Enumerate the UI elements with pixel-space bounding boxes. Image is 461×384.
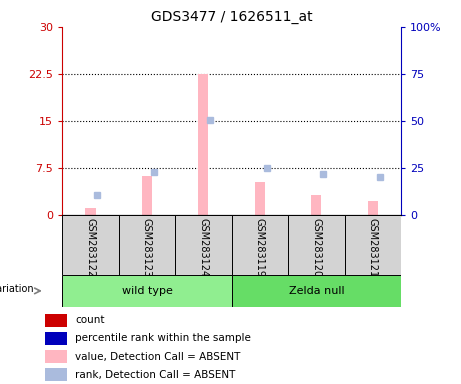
Text: count: count	[76, 315, 105, 325]
Text: wild type: wild type	[122, 286, 172, 296]
Text: GSM283124: GSM283124	[198, 218, 208, 277]
Bar	[45, 314, 67, 327]
Text: genotype/variation: genotype/variation	[0, 284, 34, 294]
Bar	[62, 275, 231, 307]
Bar	[198, 74, 208, 215]
Title: GDS3477 / 1626511_at: GDS3477 / 1626511_at	[151, 10, 313, 25]
Bar	[45, 350, 67, 363]
Bar	[311, 195, 321, 215]
Bar	[142, 176, 152, 215]
Text: GSM283120: GSM283120	[311, 218, 321, 277]
Text: GSM283119: GSM283119	[255, 218, 265, 277]
Text: rank, Detection Call = ABSENT: rank, Detection Call = ABSENT	[76, 370, 236, 380]
Bar	[45, 368, 67, 381]
Bar	[344, 215, 401, 275]
Bar	[231, 275, 401, 307]
Bar	[85, 207, 95, 215]
Text: percentile rank within the sample: percentile rank within the sample	[76, 333, 251, 343]
Bar	[45, 332, 67, 345]
Bar	[231, 215, 288, 275]
Bar	[255, 182, 265, 215]
Text: value, Detection Call = ABSENT: value, Detection Call = ABSENT	[76, 352, 241, 362]
Bar	[62, 215, 118, 275]
Bar	[118, 215, 175, 275]
Text: GSM283122: GSM283122	[85, 218, 95, 277]
Bar	[288, 215, 344, 275]
Text: GSM283123: GSM283123	[142, 218, 152, 277]
Bar	[368, 201, 378, 215]
Text: Zelda null: Zelda null	[289, 286, 344, 296]
Bar	[175, 215, 231, 275]
Text: GSM283121: GSM283121	[368, 218, 378, 277]
